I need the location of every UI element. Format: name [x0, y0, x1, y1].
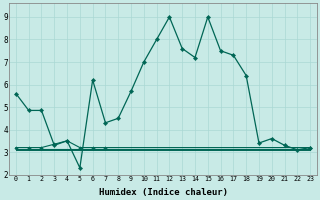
- X-axis label: Humidex (Indice chaleur): Humidex (Indice chaleur): [99, 188, 228, 197]
